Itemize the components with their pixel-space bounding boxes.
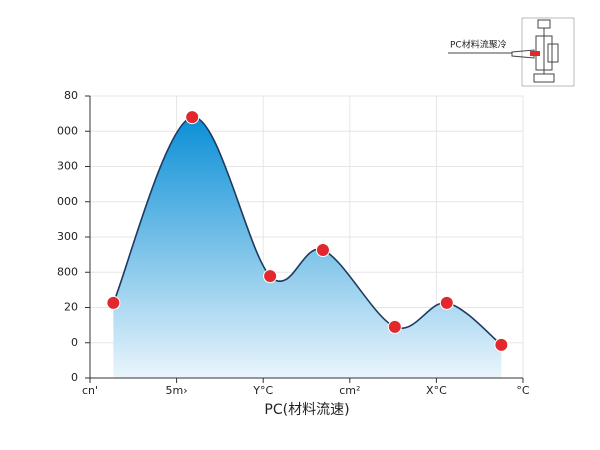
x-axis-title: PC(材料流速)	[264, 402, 349, 418]
area	[113, 117, 502, 378]
y-tick-label: 80	[64, 89, 78, 102]
y-tick-label: 000	[57, 124, 78, 137]
x-tick-label: °C	[516, 384, 530, 397]
y-tick-label: 300	[57, 160, 78, 173]
annotation: PC材料流聚冷	[450, 39, 507, 51]
y-tick-label: 300	[57, 230, 78, 243]
x-tick-label: 5m›	[166, 384, 188, 397]
marker	[494, 337, 509, 352]
marker	[185, 110, 200, 125]
y-tick-label: 20	[64, 301, 78, 314]
y-tick-label: 0	[71, 371, 78, 384]
y-tick-label: 0	[71, 336, 78, 349]
marker	[387, 319, 402, 334]
inset-diagram	[448, 17, 575, 87]
x-tick-label: cn'	[82, 384, 98, 397]
y-tick-label: 000	[57, 195, 78, 208]
marker	[106, 295, 121, 310]
marker	[315, 243, 330, 258]
x-tick-label: Y°C	[252, 384, 273, 397]
marker	[439, 295, 454, 310]
x-tick-label: X°C	[426, 384, 447, 397]
line	[112, 116, 502, 346]
y-tick-label: 800	[57, 265, 78, 278]
x-tick-label: cm²	[339, 384, 360, 397]
marker	[263, 269, 278, 284]
